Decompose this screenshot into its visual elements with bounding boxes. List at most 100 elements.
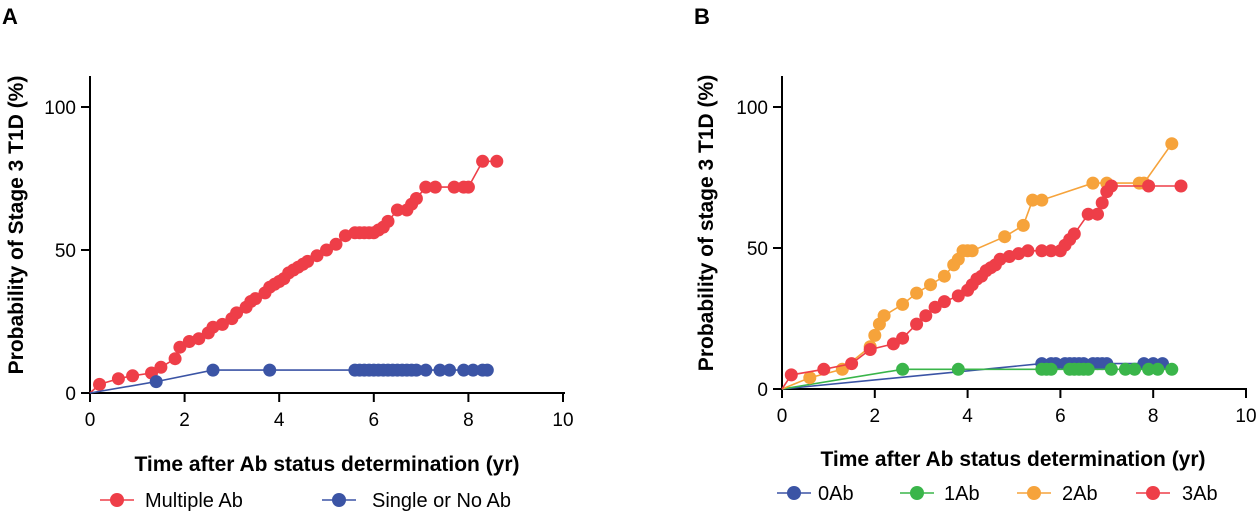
panel-b-legend-label-3ab: 3Ab [1182,483,1218,505]
panel-a-point-single-or-no-ab-18 [433,363,447,377]
panel-b-point-3ab-9 [937,295,951,309]
panel-a-x-tick-label-3: 6 [369,410,380,431]
panel-a-point-multiple-ab-8 [192,332,206,346]
panel-a-point-single-or-no-ab-16 [409,363,423,377]
panel-a-xlabel: Time after Ab status determination (yr) [134,453,519,476]
panel-a-point-multiple-ab-16 [249,292,262,306]
panel-b-point-2ab-15 [998,230,1012,244]
panel-a-y-tick-label-0: 0 [65,384,76,405]
panel-a-point-multiple-ab-0 [93,377,106,391]
panel-a-x-tick-label-1: 2 [179,410,190,431]
panel-b-point-2ab-8 [924,278,937,292]
panel-a-y-tick-label-2: 100 [44,98,76,119]
panel-b-xlabel: Time after Ab status determination (yr) [820,448,1205,471]
panel-b-point-3ab-0 [784,368,798,382]
panel-a-point-single-or-no-ab-21 [466,363,480,377]
panel-b-point-2ab-6 [896,297,910,311]
panel-a-point-single-or-no-ab-2 [263,363,277,377]
panel-a-point-single-or-no-ab-23 [480,363,494,377]
panel-b-point-3ab-1 [817,362,831,376]
panel-a-letter: A [2,4,18,29]
panel-a-legend-label-single-or-no-ab: Single or No Ab [372,490,511,512]
panel-b-point-1ab-9 [1081,362,1095,376]
panel-a-point-multiple-ab-48 [476,154,490,168]
panel-a-legend-label-multiple-ab: Multiple Ab [145,490,243,512]
panel-b-point-1ab-13 [1142,362,1156,376]
panel-a-point-multiple-ab-26 [301,254,315,268]
panel-b-point-1ab-1 [951,362,965,376]
panel-a-point-single-or-no-ab-0 [149,375,163,389]
panel-a-point-multiple-ab-4 [154,360,168,374]
panel-a-series [89,154,504,394]
panel-b-legend-label-1ab: 1Ab [944,483,980,505]
panel-b-point-2ab-9 [937,269,951,283]
panel-b-point-3ab-33 [1142,179,1156,193]
panel-a-point-multiple-ab-27 [310,249,324,263]
panel-b-point-3ab-2 [845,357,859,371]
panel-b-y-tick-label-0: 0 [757,380,768,401]
panel-b-point-3ab-22 [1035,244,1049,258]
panel-b-point-1ab-14 [1151,362,1165,376]
panel-a-point-single-or-no-ab-20 [457,363,471,377]
panel-b-legend-label-2ab: 2Ab [1062,483,1098,505]
panel-a-point-single-or-no-ab-17 [419,363,433,377]
panel-a-point-multiple-ab-47 [461,180,475,194]
panel-b-point-2ab-0 [803,371,817,385]
panel-b-point-2ab-18 [1035,193,1049,207]
panel-a-point-multiple-ab-49 [490,154,504,168]
panel-b-ylabel: Probability of stage 3 T1D (%) [695,75,718,371]
panel-b-point-2ab-16 [1016,218,1030,232]
panel-b-point-2ab-23 [1165,137,1179,151]
panel-a-point-multiple-ab-42 [409,192,423,205]
panel-b-x-tick-label-3: 6 [1055,406,1066,427]
panel-b-x-tick-label-2: 4 [962,406,973,427]
panel-b-y-tick-label-2: 100 [736,98,768,119]
panel-b-point-3ab-21 [1021,244,1035,258]
panel-b-point-2ab-14 [965,244,979,258]
panel-a-legend-marker-single-or-no-ab [332,493,346,507]
panel-b-point-3ab-27 [1067,227,1081,241]
panel-a-legend-marker-multiple-ab [110,493,124,507]
panel-b-point-3ab-32 [1104,179,1118,193]
panel-b-legend-label-0ab: 0Ab [818,483,854,505]
panel-b-x-tick-label-1: 2 [870,406,881,427]
panel-a-point-multiple-ab-44 [428,180,442,194]
panel-b-point-3ab-34 [1174,179,1188,193]
panel-b-point-2ab-5 [877,309,891,323]
panel-b-legend: 0Ab 1Ab 2Ab 3Ab [777,483,1218,505]
panel-a-point-multiple-ab-11 [215,317,229,331]
panel-b-point-2ab-19 [1086,176,1100,190]
panel-b-point-3ab-5 [896,331,910,345]
panel-a-point-multiple-ab-43 [419,180,433,194]
panel-a-legend: Multiple Ab Single or No Ab [100,490,511,512]
panel-a-x-tick-label-0: 0 [85,410,96,431]
panel-b-x-tick-label-0: 0 [777,406,788,427]
panel-a-x-tick-label-5: 10 [552,410,573,431]
panel-a-point-multiple-ab-2 [126,369,140,383]
panel-b-point-1ab-12 [1128,362,1142,376]
panel-b-point-2ab-3 [868,328,882,342]
panel-b-point-2ab-7 [910,286,924,300]
panel-b-point-3ab-3 [863,343,877,356]
panel-a-ylabel: Probability of Stage 3 T1D (%) [5,76,28,375]
panel-b-y-tick-label-1: 50 [747,239,768,260]
panel-a-point-multiple-ab-38 [381,214,395,228]
panel-a-point-multiple-ab-5 [168,352,182,366]
panel-a-point-multiple-ab-28 [320,243,333,257]
panel-b-legend-marker-0ab [787,486,801,500]
panel-a-point-multiple-ab-1 [111,372,125,386]
panel-a-point-multiple-ab-45 [447,180,461,194]
panel-b-letter: B [694,4,710,29]
panel-b-point-1ab-10 [1104,362,1118,376]
panel-b-legend-marker-3ab [1146,486,1160,500]
panel-a-x-tick-label-2: 4 [274,410,285,431]
panel-b-x-tick-label-4: 8 [1148,406,1159,427]
panel-b-point-3ab-30 [1095,196,1109,210]
panel-b-series [781,137,1188,390]
panel-a-point-single-or-no-ab-1 [206,363,220,377]
panel-b-point-3ab-7 [919,309,933,323]
panel-b-point-1ab-4 [1044,362,1058,376]
